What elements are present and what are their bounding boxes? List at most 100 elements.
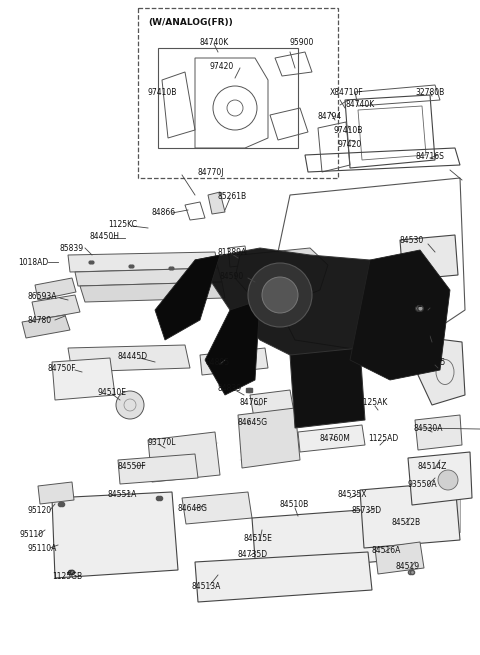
Bar <box>432 496 444 532</box>
Polygon shape <box>235 248 328 300</box>
Text: 95120: 95120 <box>28 506 52 515</box>
Text: 84519: 84519 <box>396 562 420 571</box>
Text: 81389A: 81389A <box>218 248 247 257</box>
Text: 94510E: 94510E <box>98 388 127 397</box>
Text: 84535X: 84535X <box>338 490 368 499</box>
Text: 1125KC: 1125KC <box>108 220 137 229</box>
Polygon shape <box>195 552 372 602</box>
Polygon shape <box>415 415 462 450</box>
Text: 84750F: 84750F <box>48 364 77 373</box>
Polygon shape <box>375 542 424 574</box>
Circle shape <box>262 277 298 313</box>
Text: 86593A: 86593A <box>28 292 58 301</box>
Text: 93550A: 93550A <box>408 480 438 489</box>
Polygon shape <box>418 338 465 405</box>
Polygon shape <box>408 452 472 505</box>
Text: 97420: 97420 <box>210 62 234 71</box>
Polygon shape <box>75 268 222 286</box>
Text: 95900: 95900 <box>290 38 314 47</box>
Text: 84716S: 84716S <box>416 152 445 161</box>
Text: X84710F: X84710F <box>330 88 364 97</box>
Polygon shape <box>290 348 365 428</box>
Text: 1125AK: 1125AK <box>358 398 387 407</box>
Bar <box>116 510 130 550</box>
Text: 84866: 84866 <box>152 208 176 217</box>
Text: 84735D: 84735D <box>238 550 268 559</box>
Bar <box>400 496 412 532</box>
Text: 85735D: 85735D <box>352 506 382 515</box>
Polygon shape <box>252 508 395 572</box>
Circle shape <box>248 263 312 327</box>
Polygon shape <box>35 278 76 300</box>
Bar <box>368 496 380 532</box>
Polygon shape <box>155 255 220 340</box>
Text: 84550F: 84550F <box>118 462 146 471</box>
Polygon shape <box>80 282 225 302</box>
Text: 1018AD: 1018AD <box>18 258 48 267</box>
Polygon shape <box>32 295 80 320</box>
Text: 84645G: 84645G <box>238 418 268 427</box>
Polygon shape <box>350 250 450 380</box>
Text: 95110: 95110 <box>20 530 44 539</box>
Text: 84770J: 84770J <box>198 168 225 177</box>
Text: 84514Z: 84514Z <box>418 462 447 471</box>
Text: 84513A: 84513A <box>192 582 221 591</box>
Polygon shape <box>238 408 300 468</box>
Polygon shape <box>52 492 178 578</box>
Text: 84839: 84839 <box>218 384 242 393</box>
Polygon shape <box>250 390 294 418</box>
Bar <box>62 510 76 550</box>
Text: 93170L: 93170L <box>148 438 177 447</box>
Text: 97410B: 97410B <box>334 126 363 135</box>
Text: 84760M: 84760M <box>320 434 351 443</box>
Text: 84512B: 84512B <box>392 518 421 527</box>
Text: 84515E: 84515E <box>244 534 273 543</box>
Text: 84648G: 84648G <box>178 504 208 513</box>
Polygon shape <box>68 252 218 272</box>
Polygon shape <box>148 432 220 482</box>
Text: 84740K: 84740K <box>345 100 374 109</box>
Polygon shape <box>195 248 420 360</box>
Polygon shape <box>298 425 365 452</box>
Polygon shape <box>182 492 252 524</box>
Polygon shape <box>360 482 460 548</box>
Text: 84516A: 84516A <box>372 546 401 555</box>
Bar <box>416 496 428 532</box>
Polygon shape <box>68 345 190 372</box>
Polygon shape <box>38 482 74 504</box>
Text: 85839: 85839 <box>60 244 84 253</box>
Text: 84740K: 84740K <box>200 38 229 47</box>
Text: 84535: 84535 <box>422 358 446 367</box>
Bar <box>448 496 460 532</box>
Text: 1125GB: 1125GB <box>52 572 82 581</box>
Text: 95110A: 95110A <box>28 544 58 553</box>
Text: 84775H: 84775H <box>414 330 444 339</box>
Polygon shape <box>22 315 70 338</box>
Text: 84450H: 84450H <box>90 232 120 241</box>
Text: 1125AD: 1125AD <box>368 434 398 443</box>
Text: 84510B: 84510B <box>280 500 309 509</box>
Bar <box>158 48 298 148</box>
Text: 84805: 84805 <box>206 358 230 367</box>
Bar <box>80 510 94 550</box>
Text: 84760F: 84760F <box>240 398 269 407</box>
Bar <box>138 8 338 178</box>
Polygon shape <box>118 454 198 484</box>
Bar <box>134 510 148 550</box>
Polygon shape <box>205 300 260 395</box>
Polygon shape <box>200 348 268 375</box>
Text: 1416BA: 1416BA <box>408 300 438 309</box>
Text: 84794: 84794 <box>318 112 342 121</box>
Text: (W/ANALOG(FR)): (W/ANALOG(FR)) <box>148 18 233 27</box>
Bar <box>98 510 112 550</box>
Polygon shape <box>208 192 225 214</box>
Text: 84551A: 84551A <box>108 490 137 499</box>
Bar <box>152 510 166 550</box>
Text: 84530A: 84530A <box>414 424 444 433</box>
Circle shape <box>116 391 144 419</box>
Bar <box>384 496 396 532</box>
Text: 84590: 84590 <box>220 272 244 281</box>
Circle shape <box>438 470 458 490</box>
Text: 84530: 84530 <box>400 236 424 245</box>
Polygon shape <box>400 235 458 280</box>
